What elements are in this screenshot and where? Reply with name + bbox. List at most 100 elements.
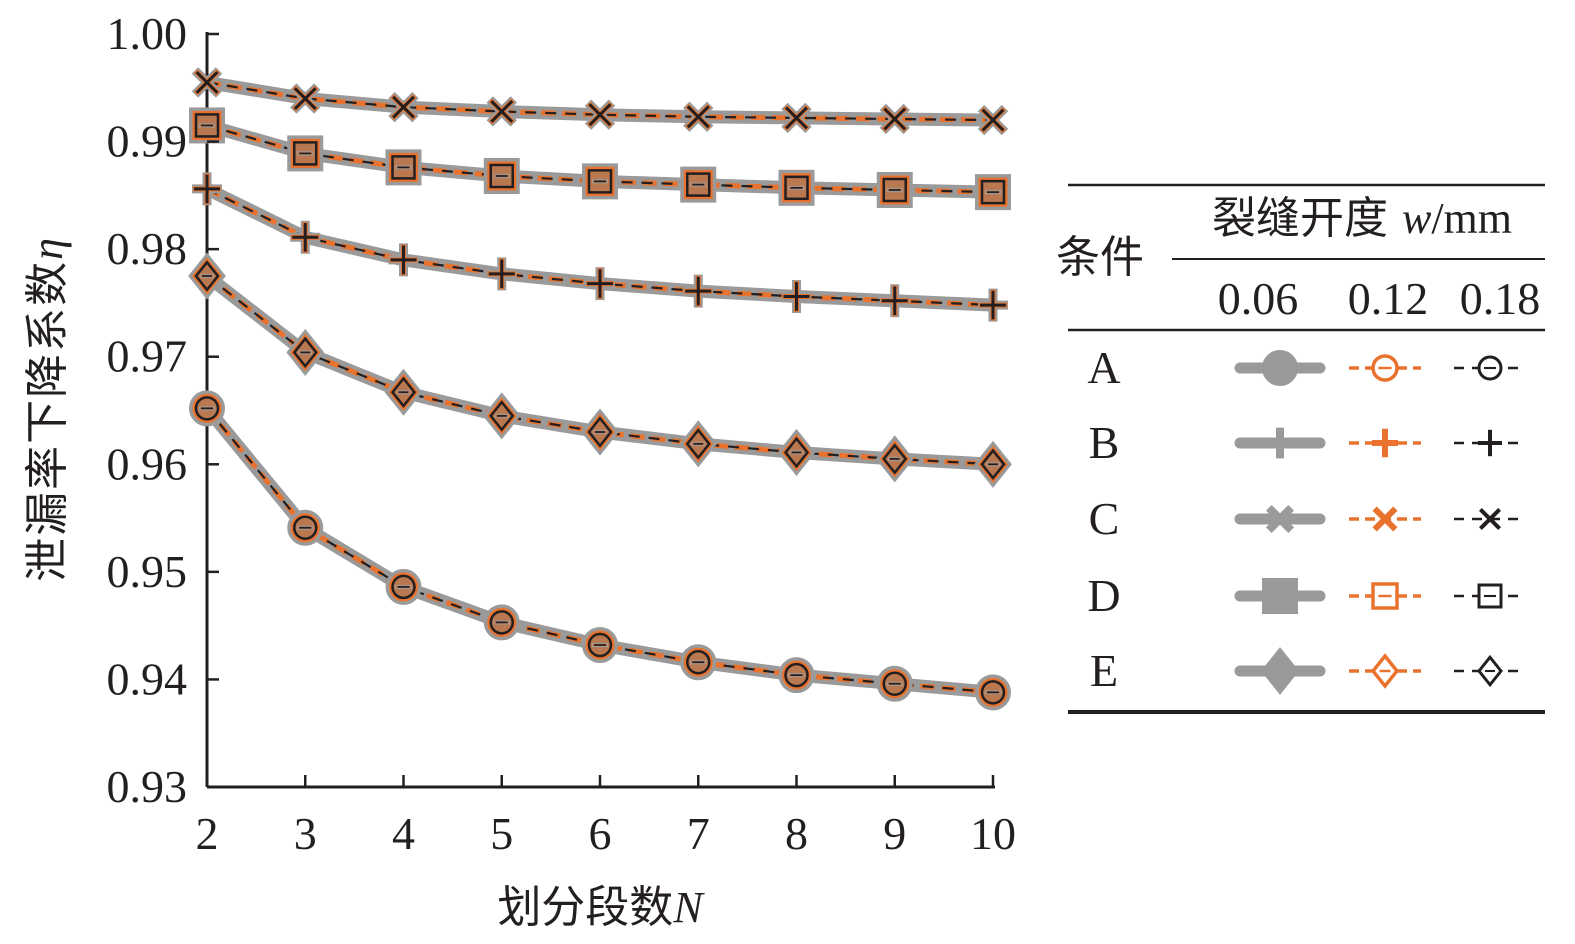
data-point — [585, 267, 615, 301]
legend-marker-0006 — [1266, 427, 1294, 459]
data-point — [875, 435, 914, 483]
series-a — [189, 390, 1011, 711]
series-c-line-0012 — [206, 79, 994, 123]
data-point — [191, 67, 223, 98]
legend-width-header-text: 裂缝开度 — [1212, 193, 1388, 244]
data-point — [975, 674, 1011, 711]
data-point — [189, 390, 225, 427]
point-marker-0018 — [194, 174, 220, 204]
x-tick-label: 7 — [687, 808, 710, 859]
y-tick-label: 0.97 — [107, 331, 188, 382]
x-tick-label: 2 — [196, 808, 219, 859]
point-marker-0018 — [783, 436, 810, 469]
point-marker-0018 — [194, 396, 220, 421]
data-point — [486, 257, 517, 291]
legend-sample-e-0012 — [1349, 653, 1421, 689]
y-axis-ticks: 0.93 0.94 0.95 0.96 0.97 0.98 0.99 1.00 — [107, 8, 219, 812]
point-marker-0018 — [489, 400, 515, 432]
point-marker-0018 — [390, 376, 417, 408]
legend-samples — [1234, 350, 1526, 695]
legend-marker-0012 — [1370, 653, 1400, 689]
legend-sample-a-0018 — [1454, 355, 1526, 381]
legend-row-a-label: A — [1087, 342, 1120, 393]
legend-marker-0018 — [1478, 429, 1502, 457]
data-point — [482, 392, 521, 440]
x-tick-label: 3 — [294, 808, 317, 859]
data-point — [781, 279, 812, 313]
point-marker-0018 — [686, 105, 710, 129]
y-tick-label: 0.94 — [107, 653, 188, 704]
point-marker-0018 — [194, 260, 220, 292]
legend-col-0012: 0.12 — [1348, 273, 1429, 324]
point-marker-0018 — [489, 163, 514, 189]
legend-width-header-var: w — [1402, 194, 1432, 243]
data-point — [777, 428, 816, 477]
legend-row-d-label: D — [1087, 570, 1120, 621]
point-marker-0018 — [293, 515, 318, 541]
legend-marker-0006 — [1260, 647, 1300, 695]
point-marker-0018 — [686, 172, 711, 197]
x-tick-label: 5 — [490, 808, 513, 859]
legend-marker-0006 — [1262, 578, 1298, 614]
data-point — [287, 135, 324, 172]
point-marker-0018 — [392, 95, 415, 119]
x-tick-label: 6 — [589, 808, 612, 859]
legend-marker-0018 — [1477, 654, 1503, 688]
legend-marker-0018 — [1477, 355, 1503, 381]
y-tick-label: 0.96 — [107, 438, 188, 489]
legend-sample-d-0018 — [1454, 583, 1526, 609]
data-point — [876, 171, 913, 208]
legend-sample-c-0006 — [1234, 504, 1326, 534]
legend-width-header-unit: /mm — [1431, 194, 1512, 243]
point-marker-0018 — [980, 179, 1006, 205]
point-marker-0018 — [587, 416, 613, 448]
point-marker-0018 — [883, 107, 907, 131]
legend-sample-d-0006 — [1234, 578, 1326, 614]
point-marker-0018 — [783, 282, 810, 311]
point-marker-0018 — [881, 286, 908, 316]
data-point — [483, 157, 520, 194]
y-tick-label: 0.95 — [107, 546, 188, 597]
series-b — [192, 172, 1008, 322]
data-point — [679, 420, 718, 468]
x-axis-ticks: 2 3 4 5 6 7 8 9 10 — [196, 775, 1016, 859]
legend-col-0006: 0.06 — [1218, 273, 1299, 324]
data-point — [486, 96, 517, 127]
point-marker-0018 — [391, 155, 416, 180]
point-marker-0018 — [195, 70, 219, 94]
series-e — [188, 252, 1012, 488]
data-point — [778, 657, 815, 694]
x-axis-title-text: 划分段数 — [497, 882, 673, 933]
point-marker-0018 — [490, 99, 514, 123]
point-marker-0018 — [785, 106, 808, 130]
axes — [205, 32, 995, 789]
point-marker-0018 — [882, 443, 908, 475]
point-marker-0018 — [784, 662, 809, 688]
data-point — [680, 644, 717, 681]
legend-sample-a-0012 — [1349, 354, 1421, 382]
point-marker-0018 — [980, 448, 1006, 481]
data-point — [483, 604, 520, 641]
point-marker-0018 — [686, 649, 711, 675]
y-axis-title-var: η — [23, 238, 72, 260]
data-point — [385, 568, 422, 605]
data-point — [581, 408, 619, 456]
legend-marker-0012 — [1372, 428, 1398, 458]
plot-area — [188, 67, 1012, 711]
point-marker-0018 — [194, 113, 220, 138]
series-c — [191, 67, 1009, 136]
data-point — [582, 627, 618, 664]
x-axis-title-var: N — [672, 883, 705, 932]
data-point — [290, 220, 321, 254]
point-marker-0018 — [587, 632, 613, 658]
point-marker-0018 — [587, 269, 613, 298]
data-point — [385, 149, 422, 186]
x-tick-label: 9 — [883, 808, 906, 859]
legend-sample-b-0012 — [1349, 428, 1421, 458]
point-marker-0018 — [882, 671, 907, 696]
data-point — [778, 169, 815, 206]
data-point — [388, 91, 419, 123]
point-marker-0018 — [293, 141, 318, 166]
point-marker-0018 — [685, 276, 712, 306]
